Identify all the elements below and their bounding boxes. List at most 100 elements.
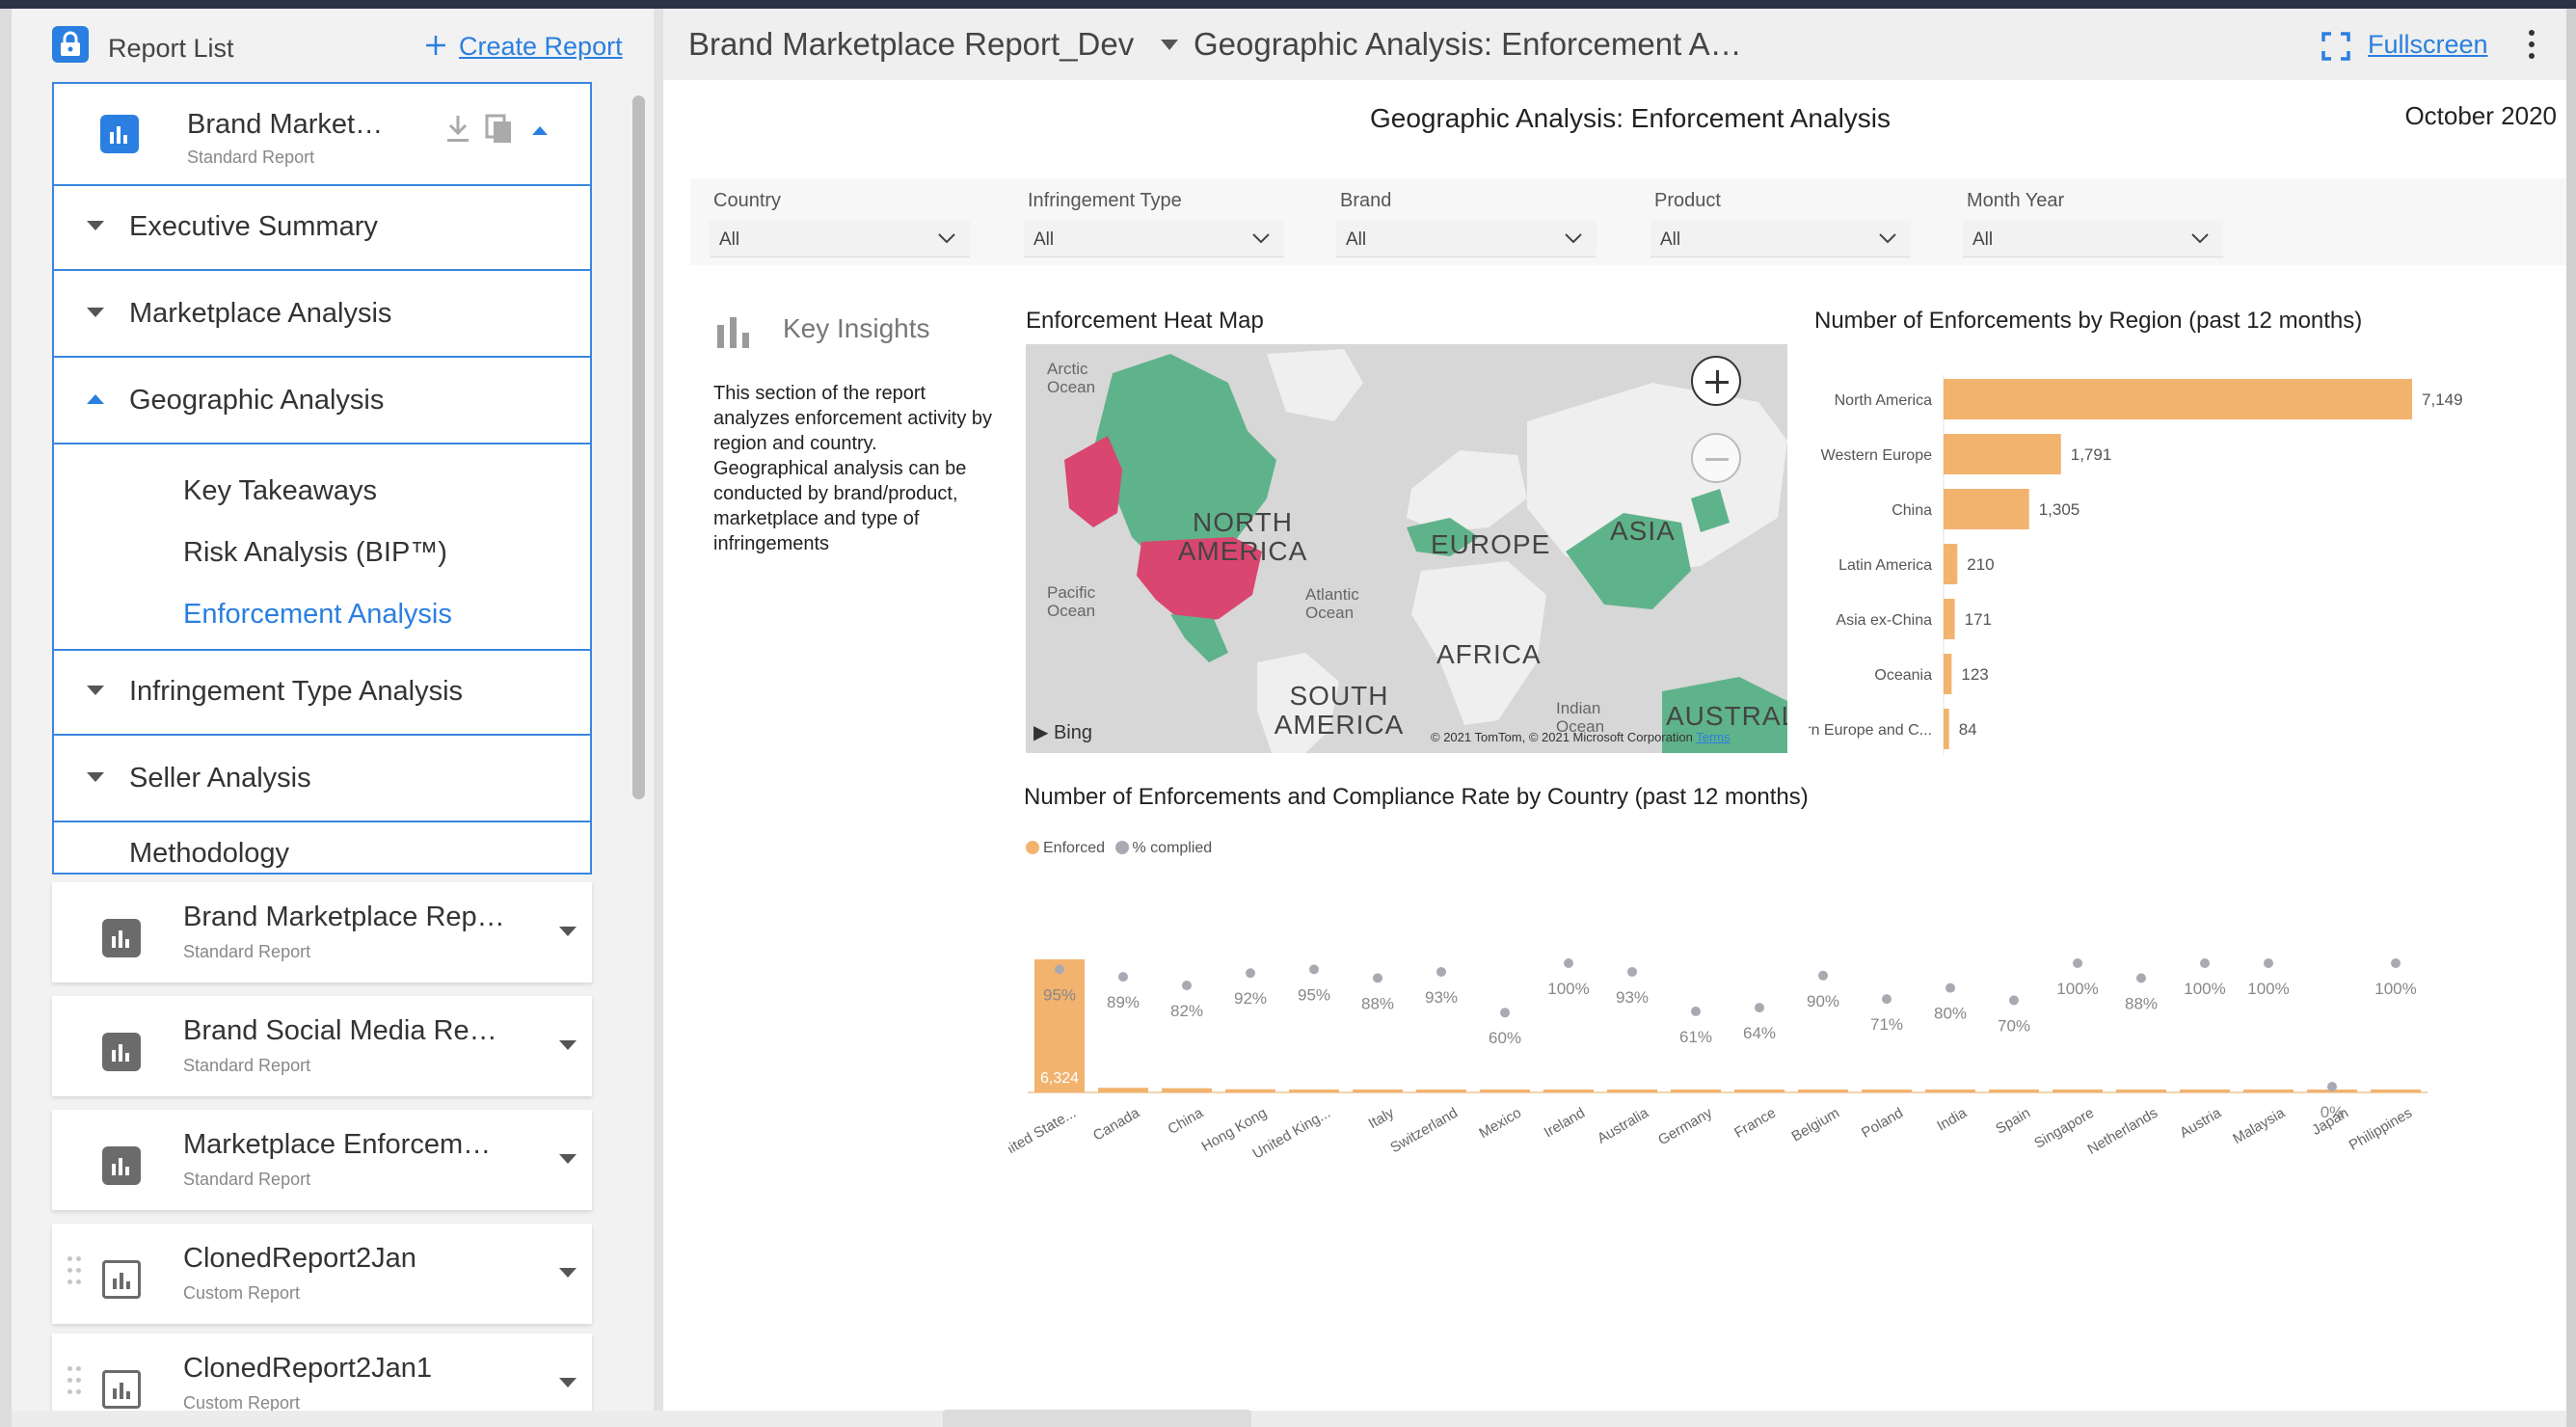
filter-label: Country	[713, 190, 782, 211]
complied-value-label: 71%	[1870, 1015, 1903, 1034]
enforced-bar	[1353, 1090, 1403, 1092]
complied-dot	[1691, 1006, 1701, 1016]
section-methodology[interactable]: Methodology	[54, 824, 590, 875]
report-card[interactable]: Brand Social Media Re… Standard Report	[52, 996, 592, 1096]
region-value-label: 1,791	[2071, 445, 2112, 464]
country-category-label: Poland	[1859, 1105, 1906, 1142]
complied-dot	[1945, 983, 1955, 993]
report-chart-icon	[100, 115, 139, 153]
section-geographic-analysis[interactable]: Geographic Analysis	[54, 360, 590, 444]
chevron-down-icon	[1879, 233, 1896, 244]
chevron-down-icon[interactable]	[559, 1040, 577, 1050]
country-category-label: Mexico	[1476, 1105, 1524, 1142]
filter-value: All	[1660, 229, 1681, 250]
complied-value-label: 100%	[2375, 980, 2416, 998]
chevron-down-icon	[938, 233, 955, 244]
page-key-takeaways[interactable]: Key Takeaways	[183, 475, 377, 506]
page-selector[interactable]: Geographic Analysis: Enforcement A…	[1155, 18, 1742, 72]
report-name: Brand Marketplace Rep…	[183, 902, 505, 932]
legend-enforced-swatch	[1026, 841, 1039, 854]
download-icon[interactable]	[443, 113, 472, 146]
sidebar-scrollbar[interactable]	[629, 86, 648, 1407]
region-category-label: China	[1892, 502, 1932, 519]
complied-value-label: 88%	[2125, 994, 2158, 1012]
map-label-arctic: Arctic Ocean	[1047, 360, 1096, 396]
report-card-header[interactable]: Brand Market… Standard Report	[54, 84, 590, 186]
enforced-bar	[1225, 1089, 1275, 1092]
fullscreen-icon[interactable]	[2321, 32, 2350, 61]
key-insights-text: This section of the report analyzes enfo…	[713, 383, 993, 554]
region-category-label: Eastern Europe and C...	[1809, 722, 1932, 739]
section-infringement-type-analysis[interactable]: Infringement Type Analysis	[54, 651, 590, 736]
complied-value-label: 95%	[1043, 985, 1076, 1004]
chevron-down-icon	[1252, 233, 1270, 244]
zoom-in-button[interactable]	[1691, 356, 1741, 406]
region-category-label: Latin America	[1838, 557, 1932, 574]
current-page-title: Geographic Analysis: Enforcement A…	[1194, 26, 1742, 62]
complied-dot	[1246, 968, 1255, 979]
page-enforcement-analysis[interactable]: Enforcement Analysis	[183, 599, 452, 630]
month-year-dropdown[interactable]: All	[1963, 221, 2223, 257]
region-bar	[1944, 654, 1952, 694]
window-right-edge	[2566, 9, 2576, 1427]
drag-handle-icon[interactable]	[67, 1256, 83, 1289]
infringement-type-dropdown[interactable]: All	[1024, 221, 1284, 257]
report-card[interactable]: Marketplace Enforcem… Standard Report	[52, 1110, 592, 1210]
report-card[interactable]: Brand Marketplace Rep… Standard Report	[52, 882, 592, 983]
legend-complied-swatch	[1114, 841, 1129, 854]
copy-icon[interactable]	[484, 113, 515, 146]
region-category-label: North America	[1835, 392, 1932, 409]
complied-dot	[1755, 1003, 1764, 1013]
enforced-bar	[1034, 959, 1085, 1092]
brand-dropdown[interactable]: All	[1336, 221, 1597, 257]
bing-label: Bing	[1053, 722, 1092, 743]
chevron-down-icon[interactable]	[559, 1378, 577, 1387]
enforced-bar	[2180, 1090, 2230, 1092]
fullscreen-button[interactable]: Fullscreen	[2368, 30, 2488, 59]
report-canvas: Geographic Analysis: Enforcement Analysi…	[690, 84, 2576, 1411]
section-seller-analysis[interactable]: Seller Analysis	[54, 738, 590, 822]
terms-link[interactable]: Terms	[1696, 730, 1731, 744]
window-top-bar	[0, 0, 2576, 9]
report-date: October 2020	[2404, 101, 2557, 130]
world-map-graphic	[1026, 344, 1787, 753]
product-dropdown[interactable]: All	[1650, 221, 1911, 257]
scrollbar-thumb[interactable]	[632, 95, 645, 799]
chevron-down-icon	[87, 308, 104, 317]
section-label: Methodology	[129, 838, 290, 869]
section-marketplace-analysis[interactable]: Marketplace Analysis	[54, 273, 590, 358]
country-category-label: France	[1731, 1105, 1779, 1142]
page-risk-analysis[interactable]: Risk Analysis (BIP™)	[183, 537, 447, 568]
country-category-label: Belgium	[1789, 1105, 1842, 1145]
country-combo-chart: 6,324 95% United State... 89% Canada 82% China…	[1008, 958, 2428, 1165]
complied-value-label: 93%	[1616, 988, 1649, 1007]
bar-chart-icon	[717, 317, 749, 348]
report-chart-icon	[102, 919, 141, 957]
zoom-out-button[interactable]	[1691, 433, 1741, 483]
complied-dot	[1564, 958, 1573, 968]
divider	[54, 649, 590, 651]
drag-handle-icon[interactable]	[67, 1366, 83, 1399]
more-options-icon[interactable]	[2522, 30, 2541, 61]
map-title: Enforcement Heat Map	[1026, 308, 1264, 334]
chevron-down-icon[interactable]	[559, 1268, 577, 1278]
country-category-label: China	[1166, 1104, 1207, 1138]
create-report-button[interactable]: Create Report	[424, 30, 627, 65]
report-card[interactable]: ClonedReport2Jan1 Custom Report	[52, 1333, 592, 1411]
report-toolbar: Brand Marketplace Report_Dev Geographic …	[663, 9, 2576, 80]
region-value-label: 123	[1961, 665, 1988, 684]
filter-value: All	[1346, 229, 1367, 250]
enforced-bar	[1671, 1090, 1721, 1092]
section-executive-summary[interactable]: Executive Summary	[54, 186, 590, 271]
country-dropdown[interactable]: All	[710, 221, 970, 257]
enforced-bar	[1162, 1088, 1212, 1092]
map-label-europe: EUROPE	[1431, 529, 1551, 559]
report-card[interactable]: ClonedReport2Jan Custom Report	[52, 1224, 592, 1324]
enforcement-heat-map[interactable]: Arctic Ocean Pacific Ocean Atlantic Ocea…	[1026, 344, 1787, 753]
region-bar	[1944, 544, 1958, 584]
complied-dot	[2009, 995, 2019, 1006]
chevron-down-icon[interactable]	[559, 927, 577, 936]
complied-value-label: 90%	[1807, 992, 1839, 1010]
chevron-down-icon[interactable]	[559, 1154, 577, 1164]
collapse-caret-icon[interactable]	[532, 126, 548, 135]
